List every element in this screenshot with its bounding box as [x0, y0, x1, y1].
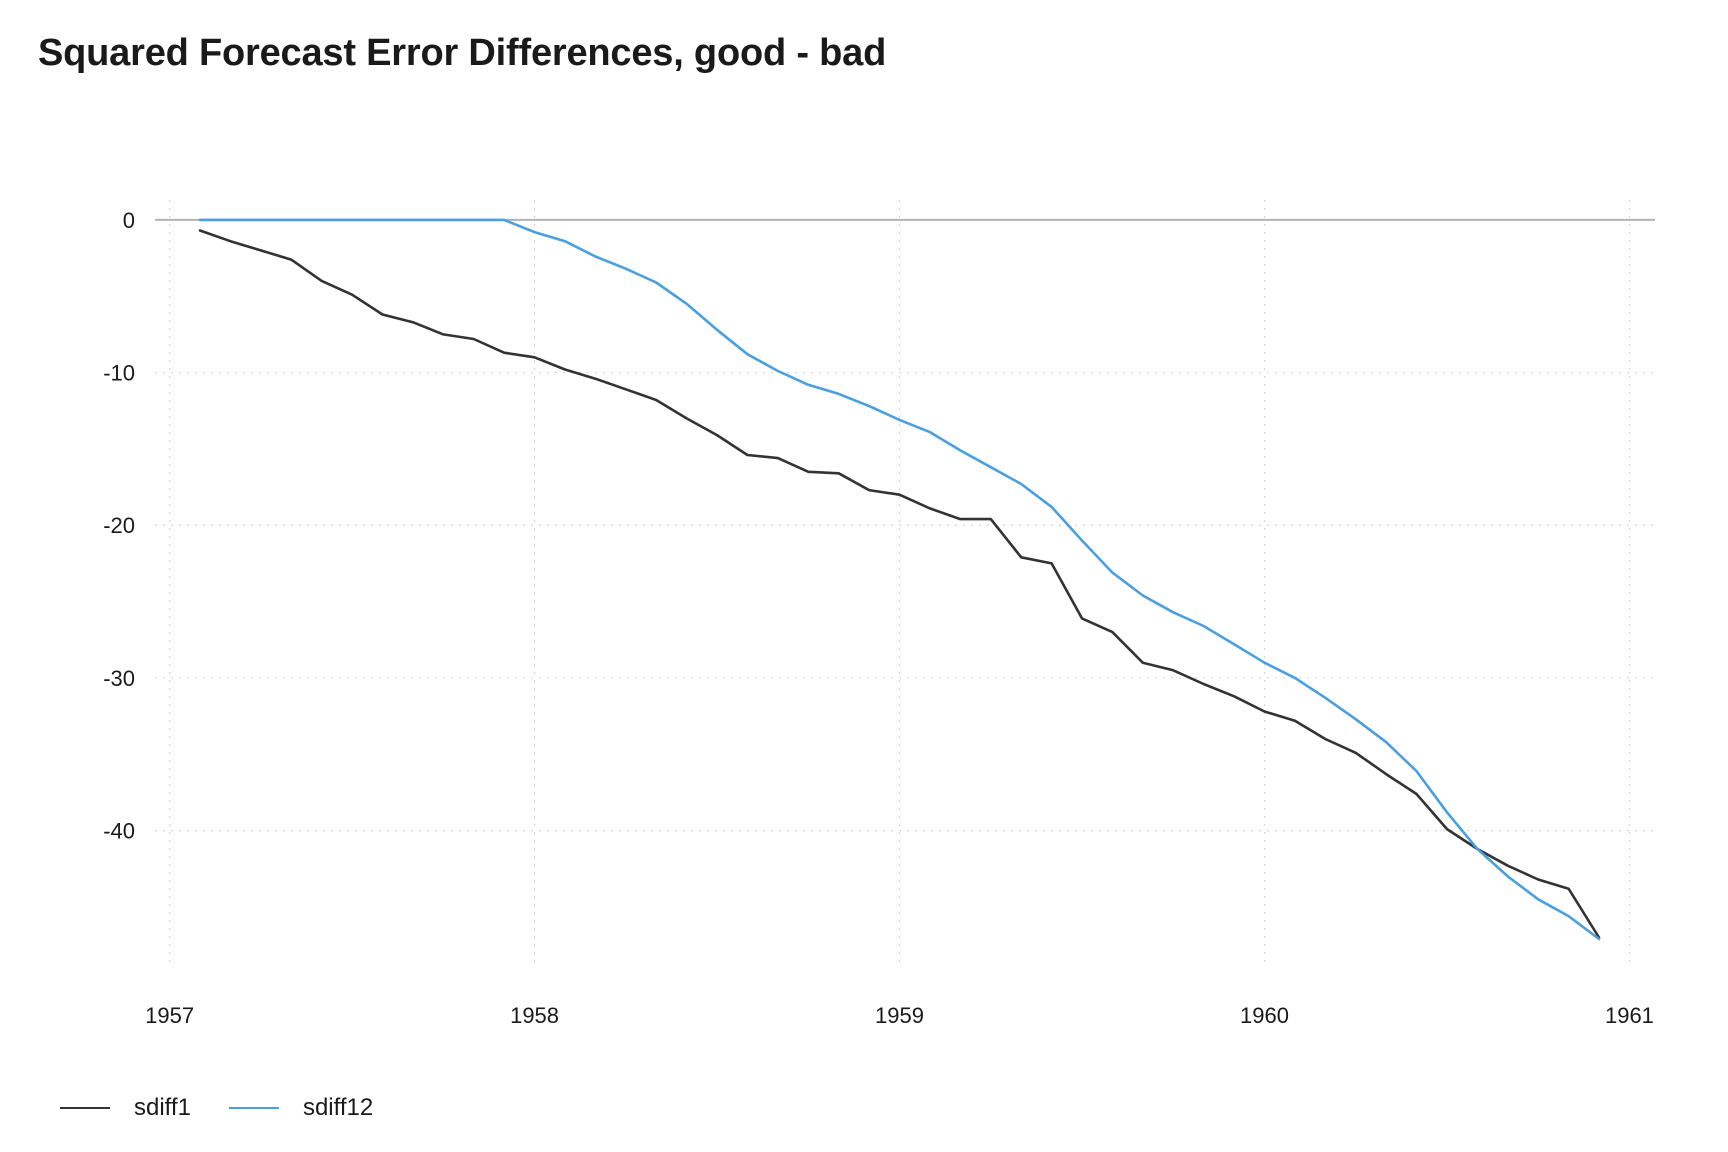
y-tick-label-neg30: -30 [103, 666, 135, 691]
chart-title: Squared Forecast Error Differences, good… [38, 32, 887, 74]
x-tick-label-1960: 1960 [1240, 1003, 1289, 1028]
axis-tick-labels: 1957 1958 1959 1960 1961 0 -10 -20 -30 -40 [103, 208, 1654, 1028]
legend-label-sdiff12: sdiff12 [302, 1094, 374, 1121]
legend-item-sdiff12[interactable]: sdiff12 [228, 1094, 374, 1122]
grid-lines [155, 200, 1655, 965]
legend-swatch-sdiff1 [60, 1107, 110, 1109]
y-tick-label-0: 0 [123, 208, 135, 233]
legend-swatch-sdiff12 [228, 1107, 279, 1109]
legend-label-sdiff1: sdiff1 [134, 1094, 191, 1121]
series-lines [198, 218, 1601, 941]
x-tick-label-1961: 1961 [1605, 1003, 1654, 1028]
y-tick-label-neg10: -10 [103, 361, 135, 386]
x-tick-label-1959: 1959 [875, 1003, 924, 1028]
series-line-sdiff12 [198, 218, 1601, 941]
x-tick-label-1958: 1958 [510, 1003, 559, 1028]
legend-item-sdiff1[interactable]: sdiff1 [60, 1094, 191, 1122]
y-tick-label-neg40: -40 [103, 819, 135, 844]
x-tick-label-1957: 1957 [145, 1003, 194, 1028]
series-line-sdiff1 [198, 229, 1601, 939]
y-tick-label-neg20: -20 [103, 513, 135, 538]
legend: sdiff1 sdiff12 [60, 1094, 411, 1122]
